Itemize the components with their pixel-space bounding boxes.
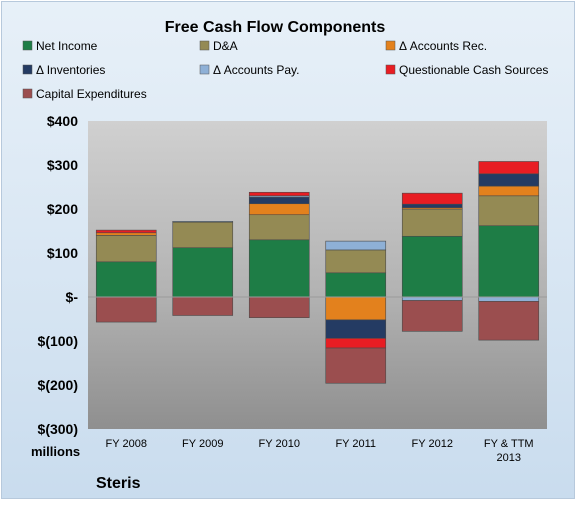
x-tick-label: FY 2010 — [259, 438, 300, 450]
legend-swatch-inventories — [22, 64, 33, 75]
bar-segment-capital-expenditures — [95, 296, 157, 323]
y-unit-label: millions — [31, 444, 80, 459]
y-tick-label: $300 — [47, 157, 78, 173]
bar-segment-capital-expenditures — [248, 296, 310, 318]
legend-swatch-accounts-pay — [199, 64, 210, 75]
bar-segment-d-a — [401, 208, 463, 237]
legend-swatch-accounts-rec — [385, 40, 396, 51]
bar-segment-accounts-rec — [95, 232, 157, 236]
bar-segment-accounts-rec — [325, 296, 387, 321]
bar-segment-inventories — [401, 203, 463, 208]
legend-label-net-income: Net Income — [36, 39, 98, 53]
y-axis: $(300) $(200) $(100) $- $100 $200 $300 $400 — [38, 113, 79, 437]
legend-label-accounts-pay: Δ Accounts Pay. — [213, 63, 300, 77]
bar-segment-inventories — [248, 196, 310, 205]
bar-segment-net-income — [401, 235, 463, 298]
legend-label-accounts-rec: Δ Accounts Rec. — [399, 39, 487, 53]
x-tick-label: FY 2012 — [412, 438, 453, 450]
x-tick-label: FY 2008 — [106, 438, 147, 450]
legend-label-d-a: D&A — [213, 39, 238, 53]
plot-area — [88, 121, 547, 429]
bar-segment-questionable-cash-sources — [401, 192, 463, 205]
bar-segment-d-a — [248, 214, 310, 241]
y-tick-label: $100 — [47, 245, 78, 261]
y-tick-label: $(200) — [38, 377, 78, 393]
bar-segment-d-a — [478, 195, 540, 227]
legend-swatch-d-a — [199, 40, 210, 51]
bar-segment-questionable-cash-sources — [325, 338, 387, 349]
bar-segment-capital-expenditures — [478, 301, 540, 341]
bar-segment-accounts-rec — [248, 203, 310, 216]
chart-title: Free Cash Flow Components — [165, 19, 386, 36]
bar-segment-net-income — [95, 261, 157, 298]
y-tick-label: $(100) — [38, 333, 78, 349]
chart-frame: Free Cash Flow Components Net Income D&A Δ… — [1, 1, 575, 499]
bar-segment-inventories — [325, 319, 387, 339]
bar-segment-net-income — [172, 247, 234, 298]
bar-segment-net-income — [478, 225, 540, 298]
x-tick-label: FY & TTM 2013 — [484, 438, 534, 464]
chart-svg: Free Cash Flow Components Net Income D&A Δ… — [22, 19, 548, 492]
bar-segment-net-income — [248, 239, 310, 298]
x-tick-label: FY 2011 — [335, 438, 376, 450]
bar-segment-accounts-pay — [325, 240, 387, 251]
company-label: Steris — [96, 475, 141, 492]
bar-segment-d-a — [95, 235, 157, 263]
y-tick-label: $(300) — [38, 421, 78, 437]
legend: Net Income D&A Δ Accounts Rec. Δ Inventorie… — [22, 39, 548, 101]
bar-segment-accounts-pay — [478, 296, 540, 302]
legend-swatch-net-income — [22, 40, 33, 51]
bar-segment-accounts-pay — [172, 221, 234, 223]
bar-segment-d-a — [172, 221, 234, 249]
legend-label-capital-expenditures: Capital Expenditures — [36, 87, 147, 101]
y-tick-label: $- — [66, 289, 79, 305]
legend-swatch-capital-expenditures — [22, 88, 33, 99]
bar-segment-questionable-cash-sources — [478, 161, 540, 175]
y-tick-label: $200 — [47, 201, 78, 217]
bar-segment-capital-expenditures — [401, 300, 463, 332]
bar-segment-net-income — [325, 272, 387, 298]
bar-segment-questionable-cash-sources — [248, 191, 310, 197]
bar-segment-capital-expenditures — [172, 296, 234, 316]
bar-segment-d-a — [325, 249, 387, 274]
legend-label-questionable-cash-sources: Questionable Cash Sources — [399, 63, 548, 77]
y-tick-label: $400 — [47, 113, 78, 129]
legend-swatch-questionable-cash-sources — [385, 64, 396, 75]
x-axis: FY 2008 FY 2009 FY 2010 FY 2011 FY 2012 FY & … — [106, 438, 534, 464]
x-tick-label: FY 2009 — [182, 438, 223, 450]
bar-segment-inventories — [478, 173, 540, 187]
legend-label-inventories: Δ Inventories — [36, 63, 105, 77]
bar-segment-accounts-rec — [478, 185, 540, 197]
bar-segment-capital-expenditures — [325, 347, 387, 384]
bar-segment-questionable-cash-sources — [95, 229, 157, 234]
bar-segment-accounts-pay — [401, 296, 463, 301]
bars — [88, 161, 547, 384]
